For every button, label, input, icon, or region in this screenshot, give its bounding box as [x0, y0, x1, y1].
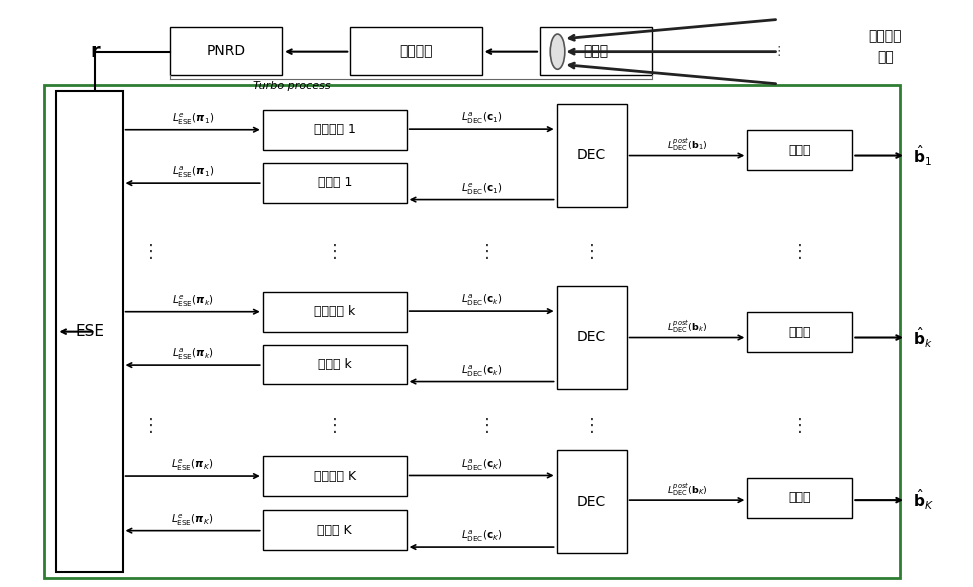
FancyBboxPatch shape: [56, 91, 123, 572]
Text: 自由空间: 自由空间: [869, 29, 902, 43]
Text: 解交织器 K: 解交织器 K: [313, 470, 356, 483]
Text: 交织器 k: 交织器 k: [318, 358, 351, 371]
Text: $L^a_{\mathrm{ESE}}(\boldsymbol{\pi}_1)$: $L^a_{\mathrm{ESE}}(\boldsymbol{\pi}_1)$: [171, 165, 214, 180]
Text: ⋮: ⋮: [142, 244, 160, 261]
Text: DEC: DEC: [577, 330, 606, 344]
FancyBboxPatch shape: [263, 163, 407, 203]
FancyBboxPatch shape: [170, 27, 282, 75]
Text: ⋮: ⋮: [791, 244, 809, 261]
FancyBboxPatch shape: [557, 104, 627, 207]
Text: ESE: ESE: [75, 324, 104, 339]
Text: ⋮: ⋮: [773, 45, 784, 58]
Text: $L^a_{\mathrm{DEC}}(\mathbf{c}_k)$: $L^a_{\mathrm{DEC}}(\mathbf{c}_k)$: [461, 363, 502, 379]
Text: Turbo process: Turbo process: [253, 81, 331, 91]
Text: 解交织器 k: 解交织器 k: [314, 305, 355, 318]
FancyBboxPatch shape: [263, 292, 407, 332]
Text: $L^a_{\mathrm{DEC}}(\mathbf{c}_K)$: $L^a_{\mathrm{DEC}}(\mathbf{c}_K)$: [461, 529, 502, 544]
Text: $\hat{\mathbf{b}}_k$: $\hat{\mathbf{b}}_k$: [913, 325, 932, 350]
Text: $L^a_{\mathrm{DEC}}(\mathbf{c}_1)$: $L^a_{\mathrm{DEC}}(\mathbf{c}_1)$: [461, 111, 502, 126]
Text: $L^a_{\mathrm{DEC}}(\mathbf{c}_k)$: $L^a_{\mathrm{DEC}}(\mathbf{c}_k)$: [461, 293, 502, 308]
Text: DEC: DEC: [577, 149, 606, 162]
Text: ⋮: ⋮: [478, 244, 495, 261]
Text: ⋮: ⋮: [142, 417, 160, 434]
Text: ⋮: ⋮: [791, 417, 809, 434]
FancyBboxPatch shape: [263, 345, 407, 384]
Text: PNRD: PNRD: [206, 44, 246, 58]
Text: 信道: 信道: [877, 50, 894, 64]
Text: 硬判决: 硬判决: [788, 326, 811, 339]
Text: $L^{post}_{\mathrm{DEC}}(\mathbf{b}_1)$: $L^{post}_{\mathrm{DEC}}(\mathbf{b}_1)$: [667, 136, 707, 153]
FancyBboxPatch shape: [44, 85, 900, 578]
Text: $\hat{\mathbf{b}}_K$: $\hat{\mathbf{b}}_K$: [913, 488, 933, 512]
Text: 交织器 K: 交织器 K: [317, 524, 352, 537]
Text: ⋮: ⋮: [326, 417, 343, 434]
FancyBboxPatch shape: [263, 110, 407, 150]
Text: $\mathbf{r}$: $\mathbf{r}$: [90, 42, 101, 61]
FancyBboxPatch shape: [557, 286, 627, 389]
Ellipse shape: [551, 34, 564, 69]
Text: $L^a_{\mathrm{ESE}}(\boldsymbol{\pi}_k)$: $L^a_{\mathrm{ESE}}(\boldsymbol{\pi}_k)$: [171, 347, 214, 362]
FancyBboxPatch shape: [263, 456, 407, 496]
FancyBboxPatch shape: [747, 312, 852, 352]
Text: $L^e_{\mathrm{DEC}}(\mathbf{c}_1)$: $L^e_{\mathrm{DEC}}(\mathbf{c}_1)$: [461, 181, 502, 197]
FancyBboxPatch shape: [747, 478, 852, 518]
Text: 硬判决: 硬判决: [788, 491, 811, 504]
FancyBboxPatch shape: [557, 450, 627, 553]
Text: ⋮: ⋮: [583, 417, 600, 434]
Text: $L^e_{\mathrm{ESE}}(\boldsymbol{\pi}_K)$: $L^e_{\mathrm{ESE}}(\boldsymbol{\pi}_K)$: [171, 512, 214, 528]
FancyBboxPatch shape: [350, 27, 482, 75]
Text: $L^a_{\mathrm{DEC}}(\mathbf{c}_K)$: $L^a_{\mathrm{DEC}}(\mathbf{c}_K)$: [461, 457, 502, 473]
FancyBboxPatch shape: [263, 510, 407, 550]
Text: ⋮: ⋮: [478, 417, 495, 434]
Text: $\hat{\mathbf{b}}_1$: $\hat{\mathbf{b}}_1$: [913, 143, 931, 168]
Text: DEC: DEC: [577, 495, 606, 508]
Text: $L^e_{\mathrm{ESE}}(\boldsymbol{\pi}_k)$: $L^e_{\mathrm{ESE}}(\boldsymbol{\pi}_k)$: [171, 294, 214, 309]
Text: ⋮: ⋮: [583, 244, 600, 261]
Text: 硬判决: 硬判决: [788, 144, 811, 157]
Text: $L^{post}_{\mathrm{DEC}}(\mathbf{b}_k)$: $L^{post}_{\mathrm{DEC}}(\mathbf{b}_k)$: [667, 318, 707, 335]
Text: 解交织器 1: 解交织器 1: [313, 123, 356, 136]
Text: $L^e_{\mathrm{ESE}}(\boldsymbol{\pi}_1)$: $L^e_{\mathrm{ESE}}(\boldsymbol{\pi}_1)$: [171, 112, 214, 127]
FancyBboxPatch shape: [747, 130, 852, 170]
Text: $L^e_{\mathrm{ESE}}(\boldsymbol{\pi}_K)$: $L^e_{\mathrm{ESE}}(\boldsymbol{\pi}_K)$: [171, 458, 214, 473]
FancyBboxPatch shape: [540, 27, 652, 75]
Text: 交织器 1: 交织器 1: [317, 176, 352, 189]
Text: $L^{post}_{\mathrm{DEC}}(\mathbf{b}_K)$: $L^{post}_{\mathrm{DEC}}(\mathbf{b}_K)$: [667, 481, 707, 498]
Text: 接收器: 接收器: [584, 44, 608, 58]
Text: ⋮: ⋮: [326, 244, 343, 261]
Text: 光滤波器: 光滤波器: [399, 44, 433, 58]
